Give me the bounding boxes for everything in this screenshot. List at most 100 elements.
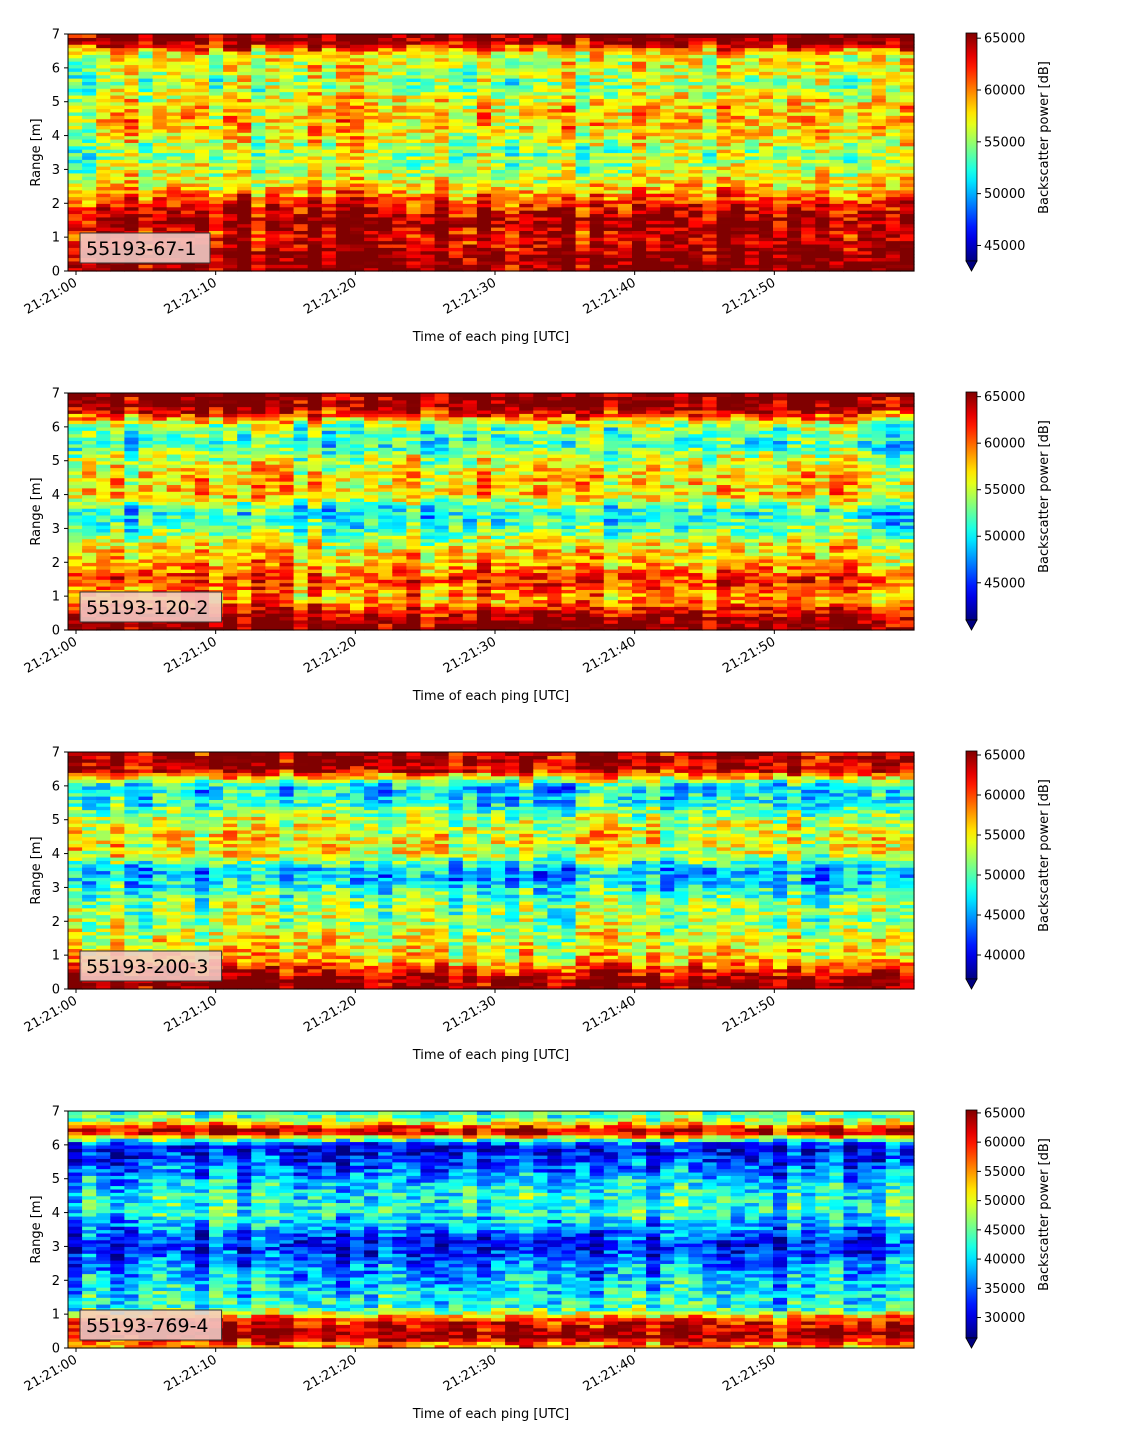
heatmap-cell [335,230,351,235]
heatmap-cell [96,230,111,235]
heatmap-cell [96,132,111,137]
heatmap-cell [194,98,210,103]
heatmap-cell [279,91,295,96]
heatmap-cell [96,78,111,82]
heatmap-cell [251,226,266,231]
heatmap-cell [406,254,422,259]
heatmap-cell [223,88,238,93]
heatmap-cell [335,169,351,174]
heatmap-cell [321,203,337,208]
heatmap-cell [378,196,393,201]
heatmap-cell [420,169,436,174]
heatmap-cell [209,47,224,52]
heatmap-cell [152,145,168,150]
y-tick-label: 5 [52,95,60,110]
heatmap-cell [420,132,436,137]
heatmap-cell [237,264,252,269]
heatmap-cell [110,71,125,76]
heatmap-cell [420,257,436,262]
heatmap-cell [223,223,238,228]
heatmap-cell [209,172,224,177]
heatmap-cell [96,40,111,45]
heatmap-cell [364,118,379,123]
heatmap-cell [364,206,379,211]
heatmap-cell [68,257,83,262]
heatmap-cell [237,122,252,127]
heatmap-cell [321,138,337,143]
heatmap-cell [406,257,422,262]
heatmap-cell [237,193,252,198]
heatmap-cell [237,176,252,181]
heatmap-cell [364,216,379,221]
heatmap-cell [223,250,238,255]
heatmap-cell [279,159,295,164]
heatmap-cell [420,111,436,116]
heatmap-cell [110,44,125,49]
heatmap-cell [180,135,196,140]
heatmap-cell [68,88,83,93]
heatmap-cell [364,67,379,72]
y-tick-label: 0 [52,265,60,280]
heatmap-cell [364,145,379,150]
heatmap-cell [321,122,337,127]
heatmap-cell [392,50,407,55]
heatmap-cell [406,108,422,113]
heatmap-cell [138,182,154,187]
heatmap-cell [406,125,422,130]
heatmap-cell [730,34,746,38]
heatmap-cell [335,91,351,96]
heatmap-cell [68,247,83,252]
heatmap-cell [307,196,323,201]
heatmap-cell [265,213,281,218]
heatmap-cell [152,223,168,228]
heatmap-cell [321,243,337,248]
heatmap-cell [68,213,83,218]
heatmap-cell [96,54,111,59]
heatmap-cell [279,193,295,198]
heatmap-cell [96,186,111,191]
heatmap-cell [406,250,422,255]
heatmap-cell [82,182,97,187]
heatmap-cell [194,111,210,116]
heatmap-cell [68,233,83,238]
heatmap-cell [335,213,351,218]
heatmap-cell [251,44,266,49]
heatmap-cell [223,125,238,130]
heatmap-cell [251,91,266,96]
heatmap-cell [124,166,140,171]
heatmap-cell [660,34,675,38]
heatmap-cell [152,74,168,79]
heatmap-cell [209,50,224,55]
heatmap-cell [420,243,436,248]
heatmap-cell [110,189,125,194]
heatmap-cell [265,84,281,89]
heatmap-cell [152,122,168,127]
heatmap-cell [138,393,154,397]
heatmap-cell [152,203,168,208]
heatmap-cell [124,393,140,397]
heatmap-cell [82,213,97,218]
heatmap-cell [138,111,154,116]
heatmap-cell [364,138,379,143]
heatmap-cell [265,264,281,269]
heatmap-cell [251,250,266,255]
heatmap-cell [392,172,407,177]
heatmap-cell [237,57,252,62]
heatmap-cell [68,111,83,116]
heatmap-cell [378,203,393,208]
heatmap-cell [307,155,323,160]
heatmap-cell [110,105,125,110]
heatmap-cell [251,240,266,245]
heatmap-cell [138,189,154,194]
heatmap-cell [68,172,83,177]
heatmap-cell [124,179,140,184]
heatmap-cell [420,189,436,194]
heatmap-cell [251,267,266,272]
heatmap-cell [180,193,196,198]
heatmap-cell [237,94,252,99]
heatmap-cell [265,193,281,198]
x-axis-label: Time of each ping [UTC] [412,330,570,345]
heatmap-cell [194,169,210,174]
heatmap-cell [96,125,111,130]
heatmap-cell [68,267,83,272]
